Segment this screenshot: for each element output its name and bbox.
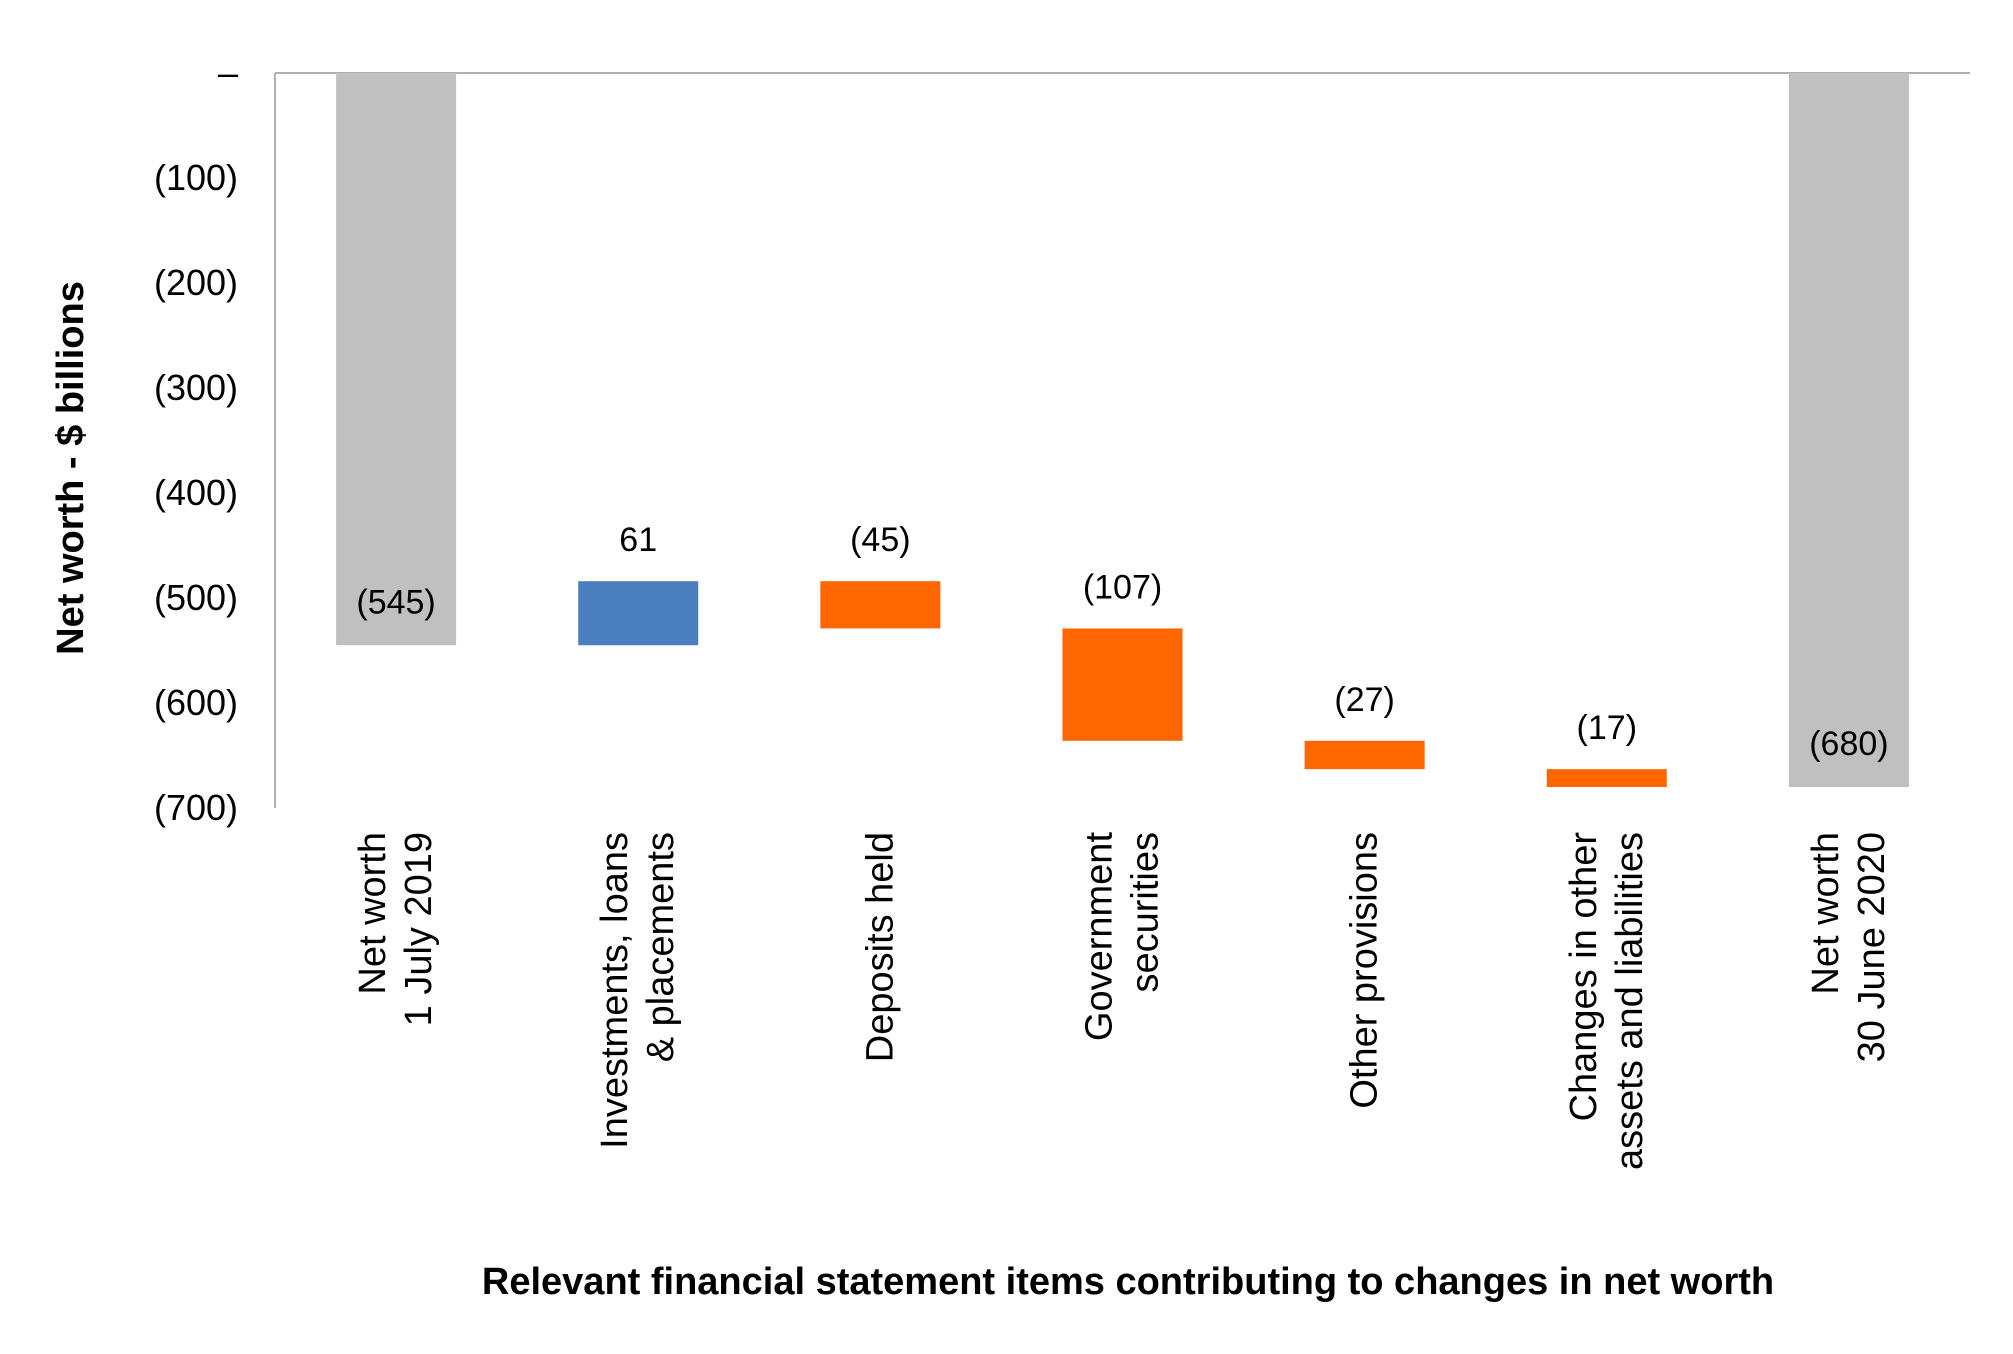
bar-decrease	[820, 581, 941, 629]
x-category-label: & placements	[640, 832, 682, 1062]
bar-decrease	[1304, 740, 1425, 770]
bar-decrease	[1062, 628, 1183, 741]
bar-value-label: (27)	[1334, 681, 1394, 719]
x-axis-title: Relevant financial statement items contr…	[482, 1261, 1774, 1303]
bar-value-label: 61	[619, 521, 657, 559]
x-category-label: 30 June 2020	[1851, 832, 1893, 1062]
bar-value-label: (17)	[1577, 709, 1637, 747]
x-category-label: Government	[1079, 832, 1121, 1042]
bar-value-label: (45)	[850, 521, 910, 559]
y-tick-label: (100)	[154, 157, 238, 198]
x-category-label: Deposits held	[859, 832, 901, 1062]
bar-increase	[578, 581, 699, 646]
bar-value-label: (545)	[356, 583, 435, 621]
x-category-label: Investments, loans	[594, 832, 636, 1149]
axes-layer: – (100) (200) (300) (400) (500) (600) (700)	[154, 52, 1970, 828]
y-tick-label: (300)	[154, 367, 238, 408]
x-category-label: Other provisions	[1344, 832, 1386, 1109]
bars-layer	[336, 73, 1909, 787]
y-tick-label: –	[218, 52, 238, 93]
y-tick-label: (600)	[154, 682, 238, 723]
y-tick-label: (700)	[154, 787, 238, 828]
x-category-label: securities	[1125, 832, 1167, 993]
y-tick-label: (500)	[154, 577, 238, 618]
bar-decrease	[1546, 769, 1667, 787]
x-category-label: 1 July 2019	[398, 832, 440, 1026]
x-category-label: assets and liabilities	[1609, 832, 1651, 1170]
bar-value-label: (680)	[1809, 725, 1888, 763]
bar-total	[1788, 73, 1909, 787]
y-axis-title: Net worth - $ billions	[50, 281, 92, 655]
x-category-label: Net worth	[1805, 832, 1847, 995]
y-tick-label: (400)	[154, 472, 238, 513]
labels-layer: (545)Net worth 1 July 201961Investments, …	[352, 521, 1893, 1170]
bar-total	[336, 73, 457, 646]
bar-value-label: (107)	[1083, 568, 1162, 606]
x-category-label: Net worth	[352, 832, 394, 995]
x-category-label: Changes in other	[1563, 832, 1605, 1122]
y-tick-label: (200)	[154, 262, 238, 303]
